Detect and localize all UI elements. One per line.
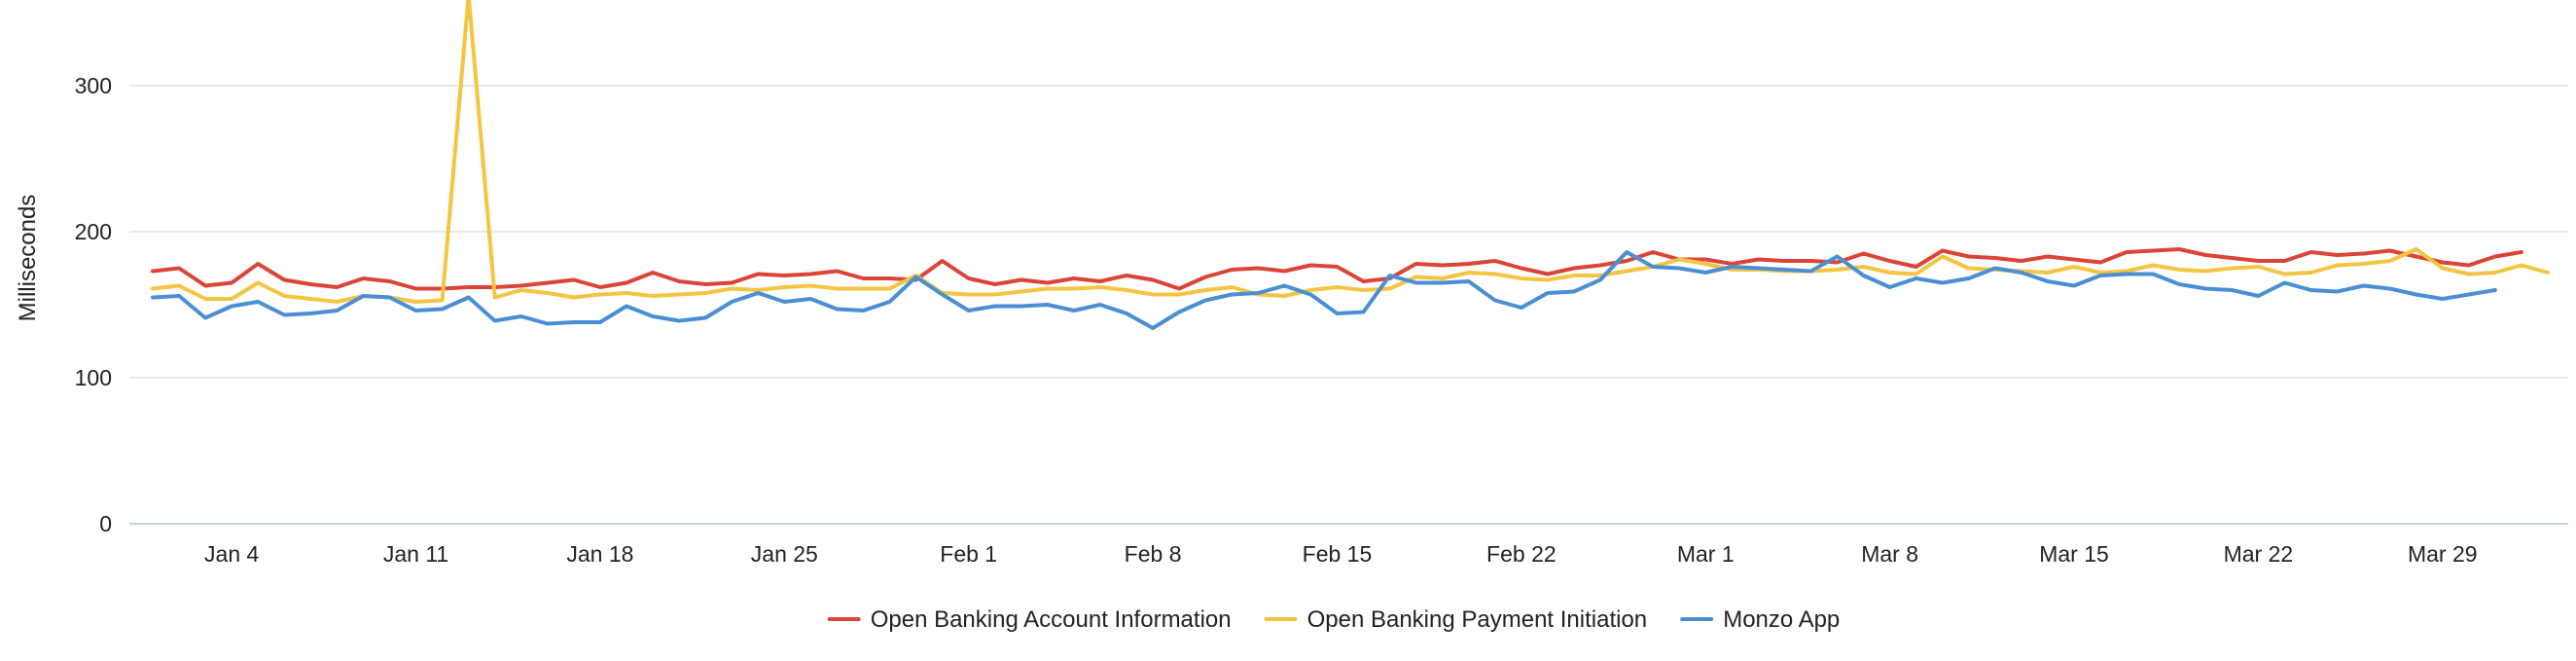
x-tick-label: Feb 8: [1125, 541, 1182, 567]
legend-label: Open Banking Account Information: [871, 606, 1232, 633]
x-tick-label: Feb 1: [940, 541, 997, 567]
legend-item[interactable]: Open Banking Account Information: [827, 606, 1232, 633]
x-tick-label: Feb 15: [1303, 541, 1373, 567]
y-tick-label: 100: [75, 365, 112, 390]
series-line-1: [151, 247, 2523, 291]
series-lines: [151, 0, 2550, 330]
x-tick-label: Jan 11: [383, 541, 448, 567]
x-tick-label: Jan 18: [566, 541, 633, 567]
y-axis: Milliseconds 0 100 200 300: [15, 73, 112, 536]
x-tick-label: Mar 22: [2224, 541, 2294, 567]
series-line-2: [151, 0, 2550, 304]
x-tick-label: Feb 22: [1486, 541, 1556, 567]
legend-item[interactable]: Open Banking Payment Initiation: [1264, 606, 1648, 633]
x-axis: Jan 4 Jan 11 Jan 18 Jan 25 Feb 1 Feb 8 Feb 15 F…: [129, 523, 2568, 567]
x-tick-label: Mar 1: [1677, 541, 1735, 567]
x-tick-label: Mar 8: [1861, 541, 1918, 567]
legend-label: Monzo App: [1723, 606, 1840, 633]
gridlines: [129, 85, 2568, 379]
y-tick-label: 300: [75, 73, 112, 98]
series-line-3: [151, 250, 2497, 330]
x-tick-label: Mar 29: [2408, 541, 2478, 567]
y-tick-label: 200: [75, 219, 112, 244]
x-tick-label: Mar 15: [2039, 541, 2109, 567]
y-tick-label: 0: [99, 511, 112, 536]
legend: Open Banking Account Information Open Ban…: [827, 606, 1840, 633]
legend-item[interactable]: Monzo App: [1680, 606, 1840, 633]
x-tick-label: Jan 25: [751, 541, 818, 567]
x-tick-label: Jan 4: [204, 541, 259, 567]
legend-label: Open Banking Payment Initiation: [1307, 606, 1648, 633]
y-axis-title: Milliseconds: [15, 195, 41, 322]
